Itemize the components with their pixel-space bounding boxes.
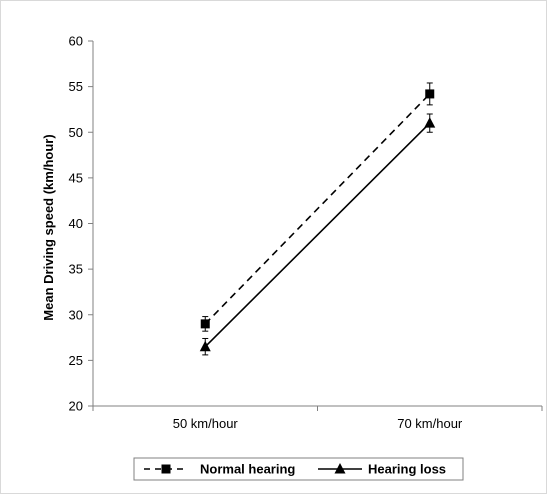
legend-box bbox=[133, 457, 464, 481]
x-tick-label: 70 km/hour bbox=[397, 416, 463, 431]
plot-series bbox=[199, 82, 436, 356]
legend-label: Hearing loss bbox=[368, 462, 446, 477]
data-point-marker bbox=[425, 89, 435, 99]
data-point-marker bbox=[424, 117, 436, 128]
y-tick-label: 40 bbox=[69, 216, 83, 231]
data-point-marker bbox=[199, 340, 211, 352]
y-axis-title: Mean Driving speed (km/hour) bbox=[41, 134, 56, 320]
y-tick-label: 20 bbox=[69, 399, 83, 414]
legend-swatch-marker bbox=[334, 463, 346, 474]
series-hearing-loss bbox=[199, 113, 436, 356]
y-tick-label: 50 bbox=[69, 125, 83, 140]
x-axis: 50 km/hour 70 km/hour bbox=[92, 405, 543, 431]
legend-label: Normal hearing bbox=[200, 462, 295, 477]
y-tick-label: 60 bbox=[69, 34, 83, 49]
x-ticks: 50 km/hour 70 km/hour bbox=[92, 406, 543, 431]
x-tick-label: 50 km/hour bbox=[173, 416, 239, 431]
series-line bbox=[204, 93, 431, 325]
y-tick-label: 25 bbox=[69, 353, 83, 368]
y-tick-label: 35 bbox=[69, 262, 83, 277]
y-ticks: 20 25 30 35 40 45 50 55 60 bbox=[69, 34, 93, 414]
y-tick-label: 45 bbox=[69, 170, 83, 185]
data-point-marker bbox=[200, 319, 210, 329]
series-normal-hearing bbox=[200, 82, 435, 332]
legend: Normal hearing Hearing loss bbox=[133, 457, 464, 481]
series-line bbox=[204, 122, 431, 348]
y-tick-label: 55 bbox=[69, 79, 83, 94]
legend-swatch-marker bbox=[161, 464, 171, 474]
y-axis: 20 25 30 35 40 45 50 55 60 Mean Driving speed (k… bbox=[41, 34, 94, 414]
y-tick-label: 30 bbox=[69, 307, 83, 322]
